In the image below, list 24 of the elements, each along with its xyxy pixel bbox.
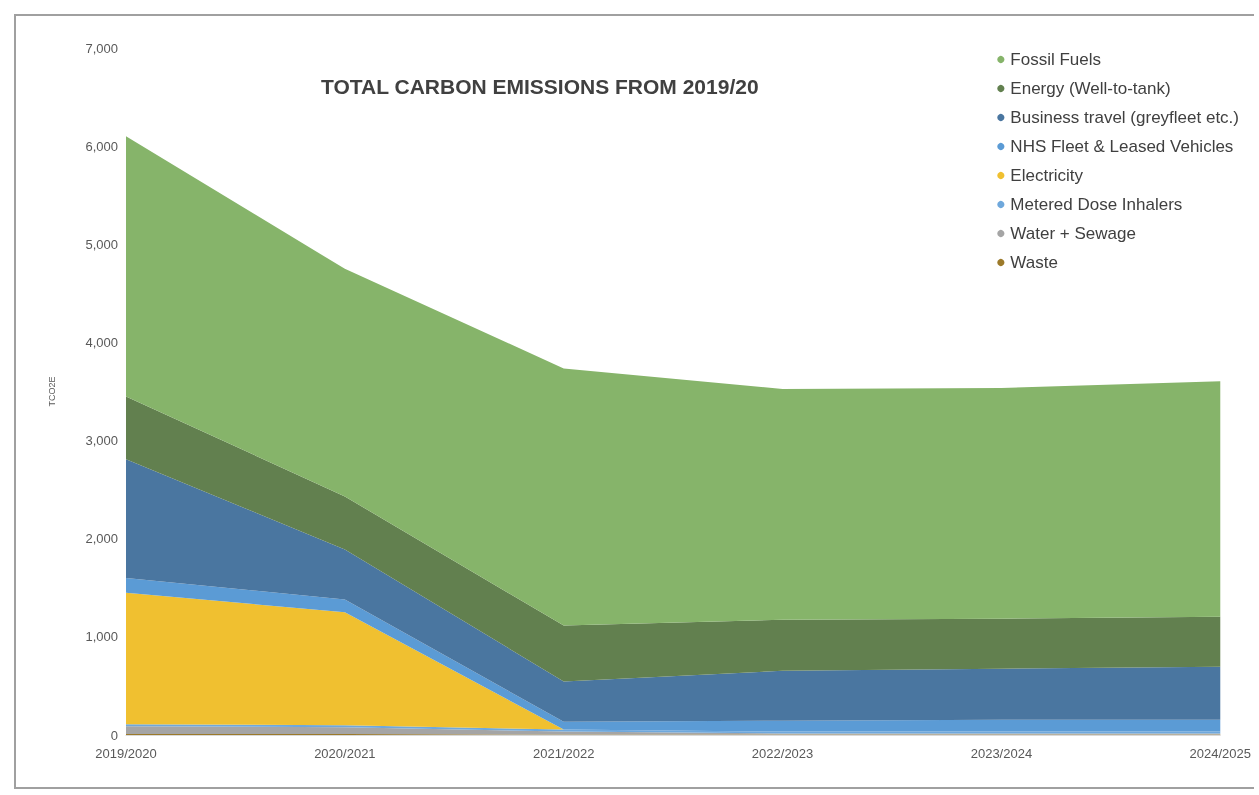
y-tick-label: 3,000 — [85, 433, 118, 449]
y-axis-title: TCO2E — [46, 376, 57, 407]
x-tick-label: 2023/2024 — [970, 746, 1033, 761]
legend-label: Energy (Well-to-tank) — [1010, 79, 1171, 98]
text: TOTAL CARBON EMISSIONS FROM 2019/20 — [321, 75, 759, 98]
x-tick-label: 2021/2022 — [532, 746, 595, 761]
legend-label: NHS Fleet & Leased Vehicles — [1010, 137, 1234, 156]
legend-label: Water + Sewage — [1010, 224, 1136, 243]
y-tick-label: 5,000 — [85, 236, 118, 252]
legend-label: Electricity — [1010, 166, 1084, 185]
y-tick-label: 4,000 — [85, 334, 118, 350]
y-tick-label: 6,000 — [85, 138, 118, 154]
y-tick-label: 1,000 — [85, 629, 118, 645]
legend-label: Metered Dose Inhalers — [1010, 195, 1183, 214]
y-tick-label: 2,000 — [85, 531, 118, 547]
legend-label: Business travel (greyfleet etc.) — [1010, 108, 1240, 127]
y-tick-label: 0 — [110, 727, 118, 743]
x-tick-label: 2019/2020 — [95, 746, 157, 761]
legend-label: Waste — [1010, 253, 1058, 272]
x-tick-label: 2020/2021 — [314, 746, 376, 761]
x-tick-label: 2024/2025 — [1189, 746, 1251, 761]
x-tick-label: 2022/2023 — [751, 746, 814, 761]
legend-label: Fossil Fuels — [1010, 50, 1102, 69]
y-tick-label: 7,000 — [85, 40, 118, 56]
